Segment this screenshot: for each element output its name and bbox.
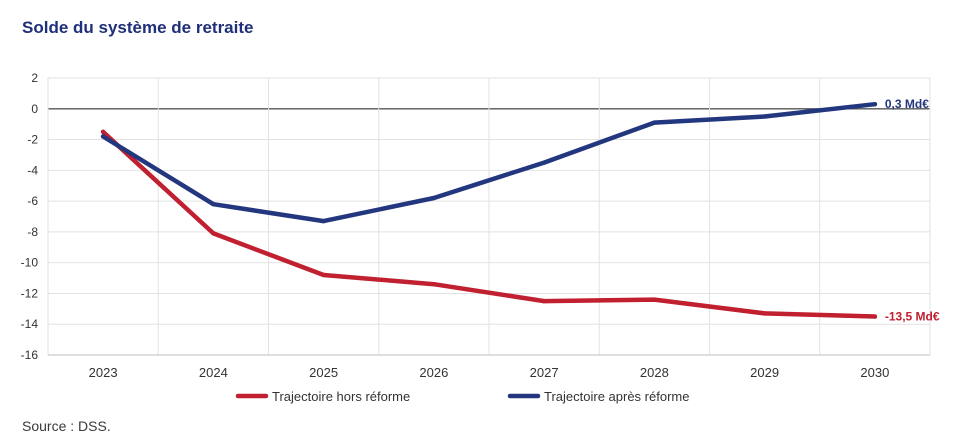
y-tick-label: -6 bbox=[27, 194, 38, 208]
data-point bbox=[541, 160, 547, 165]
y-tick-label: -16 bbox=[21, 348, 39, 362]
x-tick-label: 2030 bbox=[860, 365, 889, 380]
axis-layer: 2 0 -2 -4 -6 -8 -10 -12 -14 -16 2023 2024 2025 2026 20… bbox=[21, 71, 930, 380]
data-point bbox=[100, 129, 106, 135]
label-layer: -13,5 Md€ 0,3 Md€ bbox=[885, 97, 940, 323]
data-point bbox=[211, 231, 216, 236]
data-point bbox=[652, 120, 657, 125]
series-line-1 bbox=[100, 129, 878, 319]
data-point bbox=[321, 272, 326, 278]
legend: Trajectoire hors réforme Trajectoire aprè… bbox=[235, 389, 689, 404]
y-tick-label: -14 bbox=[21, 317, 39, 331]
data-point bbox=[762, 311, 767, 316]
y-tick-label: -2 bbox=[27, 133, 38, 147]
data-point bbox=[872, 314, 878, 319]
data-point bbox=[431, 195, 437, 201]
x-tick-label: 2025 bbox=[309, 365, 338, 380]
y-tick-label: -10 bbox=[21, 256, 39, 270]
x-tick-label: 2023 bbox=[89, 365, 118, 380]
y-tick-label: 2 bbox=[31, 71, 38, 85]
x-tick-label: 2026 bbox=[419, 365, 448, 380]
data-point bbox=[431, 282, 437, 287]
source-note: Source : DSS. bbox=[22, 418, 111, 434]
data-point bbox=[652, 297, 657, 302]
data-point bbox=[211, 201, 216, 207]
x-tick-label: 2024 bbox=[199, 365, 228, 380]
end-value-label: 0,3 Md€ bbox=[885, 97, 929, 111]
data-point bbox=[762, 114, 767, 119]
legend-label: Trajectoire hors réforme bbox=[272, 389, 410, 404]
series-layer bbox=[100, 101, 878, 319]
y-tick-label: 0 bbox=[31, 102, 38, 116]
x-tick-label: 2028 bbox=[640, 365, 669, 380]
end-value-label: -13,5 Md€ bbox=[885, 310, 940, 324]
data-point bbox=[321, 218, 326, 224]
x-tick-label: 2027 bbox=[530, 365, 559, 380]
data-point bbox=[872, 101, 878, 107]
y-tick-label: -8 bbox=[27, 225, 38, 239]
data-point bbox=[541, 298, 547, 304]
x-tick-label: 2029 bbox=[750, 365, 779, 380]
y-tick-label: -12 bbox=[21, 286, 39, 300]
y-tick-label: -4 bbox=[27, 163, 38, 177]
series-line-2 bbox=[100, 101, 878, 224]
chart-title: Solde du système de retraite bbox=[22, 18, 254, 37]
legend-label: Trajectoire après réforme bbox=[544, 389, 689, 404]
data-point bbox=[100, 134, 106, 139]
